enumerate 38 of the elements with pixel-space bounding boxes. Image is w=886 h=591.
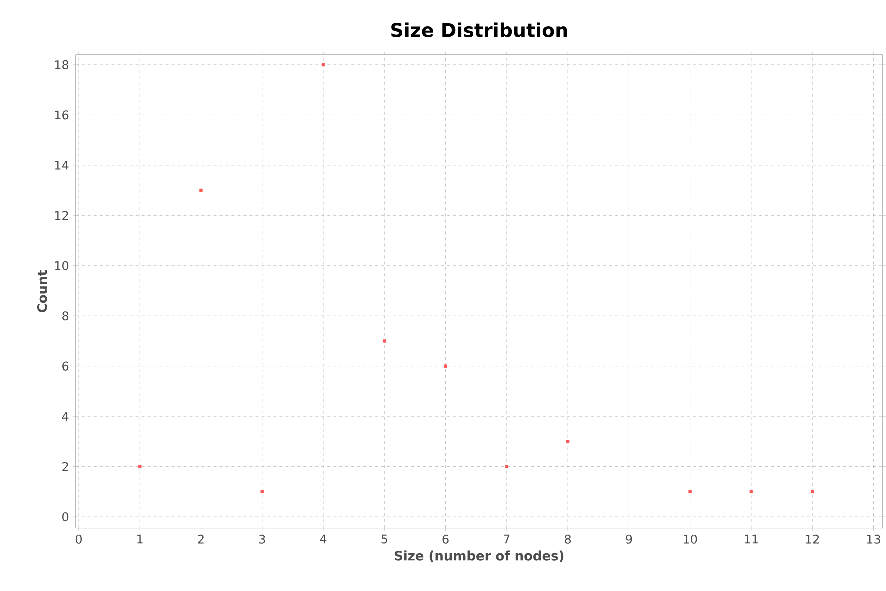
y-tick-label: 4 [62,412,69,421]
point [138,465,142,468]
x-tick-label: 7 [504,534,510,544]
x-tick-label: 4 [320,534,327,544]
point [322,63,326,66]
x-tick-label: 1 [138,534,143,544]
y-tick-label: 8 [62,311,69,321]
x-tick-label: 10 [684,534,698,544]
x-tick-label: 5 [382,534,388,544]
y-tick-label: 14 [55,160,69,170]
point [811,490,814,494]
y-axis-title: Count [37,270,48,312]
x-tick-label: 11 [745,534,758,544]
chart-title: Size Distribution [392,22,568,38]
y-tick-label: 6 [62,362,69,371]
point [505,465,509,468]
y-tick-label: 16 [55,110,69,120]
y-tick-label: 12 [55,211,68,220]
point [688,490,692,494]
point [200,188,203,192]
point [566,440,570,444]
x-tick-label: 8 [565,534,572,544]
y-tick-label: 18 [55,60,69,70]
x-axis-title: Size (number of nodes) [395,550,564,562]
point [260,490,264,494]
x-tick-label: 0 [76,534,82,544]
point [750,490,754,494]
point [383,340,386,343]
x-tick-label: 6 [442,534,449,544]
x-tick-label: 13 [867,534,880,544]
y-tick-label: 0 [62,512,69,522]
point [444,364,448,368]
x-tick-label: 3 [259,534,266,544]
y-tick-label: 2 [62,462,68,472]
y-tick-label: 10 [55,261,69,270]
x-tick-label: 2 [198,534,204,544]
x-tick-label: 12 [806,534,820,544]
x-tick-label: 9 [626,534,632,544]
